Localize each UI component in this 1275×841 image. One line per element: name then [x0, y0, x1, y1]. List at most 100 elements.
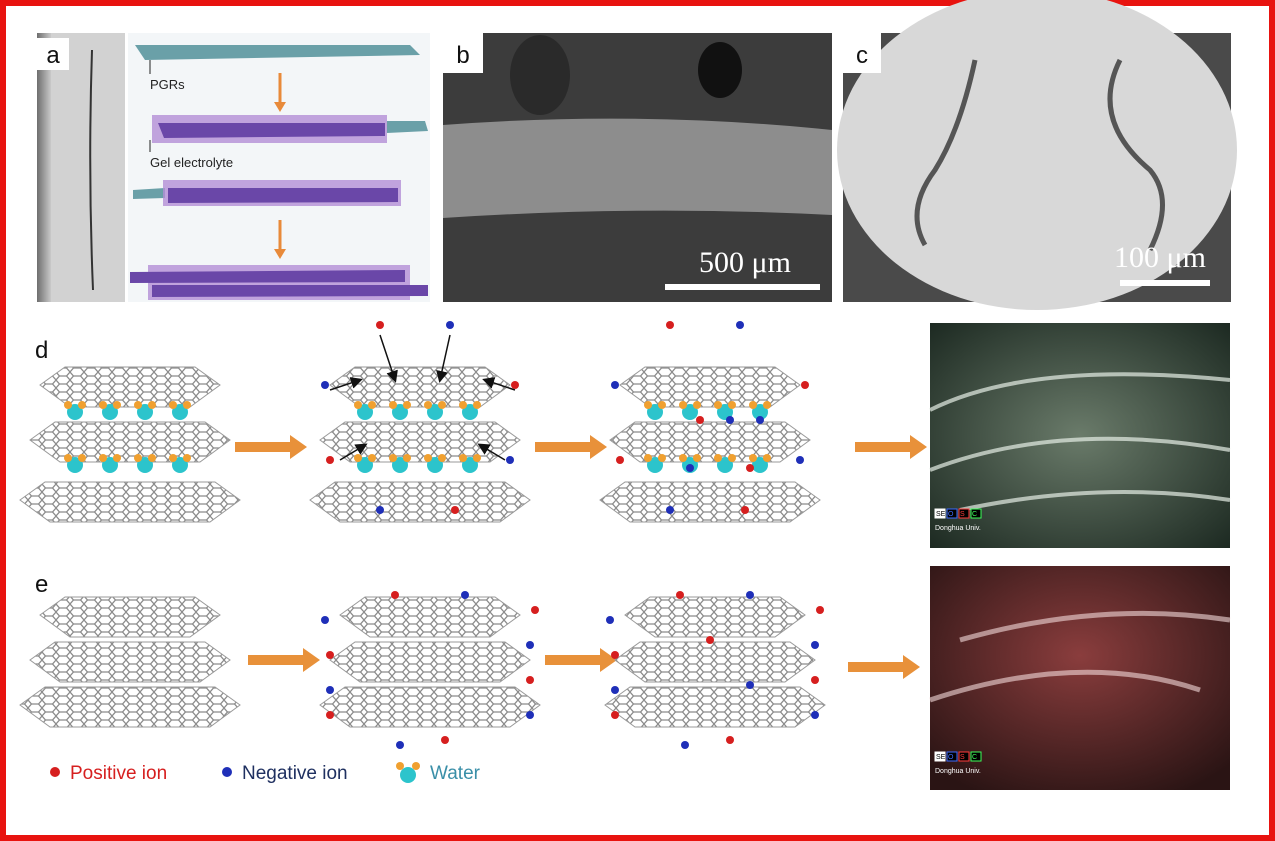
- water: [427, 457, 443, 473]
- pgr: [133, 188, 165, 199]
- water: [728, 401, 736, 409]
- graphene-sheet: [599, 481, 821, 523]
- water: [148, 454, 156, 462]
- eds-key: [934, 508, 946, 519]
- ion: [321, 616, 329, 624]
- ion: [706, 636, 714, 644]
- ion: [506, 456, 514, 464]
- eds-key-label: S: [960, 511, 965, 518]
- water: [728, 454, 736, 462]
- water: [714, 454, 722, 462]
- legend-marker: [396, 762, 404, 770]
- water: [462, 404, 478, 420]
- arrow: [477, 443, 506, 461]
- water: [459, 454, 467, 462]
- eds-key: [970, 751, 982, 762]
- eds-key: [958, 751, 970, 762]
- ion: [741, 506, 749, 514]
- ion: [746, 681, 754, 689]
- scale-bar: [1120, 280, 1210, 286]
- water: [169, 454, 177, 462]
- water: [717, 457, 733, 473]
- ion: [611, 381, 619, 389]
- ion: [681, 741, 689, 749]
- water: [183, 454, 191, 462]
- ion: [736, 321, 744, 329]
- ion: [326, 651, 334, 659]
- graphene-sheet: [609, 421, 811, 463]
- water: [368, 401, 376, 409]
- ion: [666, 321, 674, 329]
- ion: [461, 591, 469, 599]
- ion: [376, 506, 384, 514]
- fiber: [89, 49, 94, 291]
- ion: [446, 321, 454, 329]
- water: [64, 454, 72, 462]
- pgr: [135, 45, 420, 60]
- water: [473, 454, 481, 462]
- water: [717, 404, 733, 420]
- process-arrows: [235, 435, 927, 679]
- eds-key-label: O: [948, 754, 954, 761]
- water: [134, 454, 142, 462]
- ion: [611, 711, 619, 719]
- water: [752, 404, 768, 420]
- water: [134, 401, 142, 409]
- arrow: [379, 334, 398, 383]
- water: [137, 457, 153, 473]
- legend-marker: [222, 767, 232, 777]
- photo: [37, 33, 125, 302]
- ion: [606, 616, 614, 624]
- pore: [698, 42, 742, 98]
- water: [357, 404, 373, 420]
- annotation: Gel electrolyte: [150, 155, 233, 170]
- scale-label: 500 μm: [699, 246, 791, 279]
- scale-bar: [665, 284, 820, 290]
- arrow: [600, 648, 617, 672]
- eds-key: [970, 508, 982, 519]
- water: [658, 401, 666, 409]
- water: [113, 401, 121, 409]
- ion: [811, 676, 819, 684]
- arrow: [848, 662, 903, 672]
- texture: [929, 610, 1231, 703]
- water: [368, 454, 376, 462]
- water: [113, 454, 121, 462]
- arrow: [535, 442, 590, 452]
- water: [169, 401, 177, 409]
- legend-label: Water: [430, 763, 481, 784]
- pgr: [158, 123, 385, 138]
- ion: [391, 591, 399, 599]
- ion: [726, 416, 734, 424]
- arrow: [248, 655, 303, 665]
- ion: [396, 741, 404, 749]
- eds-key-label: C: [972, 754, 977, 761]
- water: [357, 457, 373, 473]
- ion: [526, 711, 534, 719]
- arrow: [274, 102, 286, 112]
- graphene-sheet: [329, 366, 511, 408]
- graphene-sheet: [29, 421, 231, 463]
- arrow: [545, 655, 600, 665]
- water: [403, 454, 411, 462]
- ion: [376, 321, 384, 329]
- eds-key: [958, 508, 970, 519]
- water: [99, 401, 107, 409]
- pgr: [387, 121, 428, 133]
- water: [462, 457, 478, 473]
- water: [679, 454, 687, 462]
- eds-key-label: SE: [936, 754, 946, 761]
- ruler: [37, 33, 51, 302]
- water: [354, 454, 362, 462]
- graphene-stacks: [19, 321, 826, 749]
- ion: [441, 736, 449, 744]
- pgr: [130, 270, 405, 283]
- water: [647, 404, 663, 420]
- water: [473, 401, 481, 409]
- water: [693, 454, 701, 462]
- graphene-sheet: [319, 421, 521, 463]
- graphene-sheet: [619, 366, 801, 408]
- panel-label: a: [46, 42, 60, 69]
- ion: [746, 464, 754, 472]
- ion: [611, 686, 619, 694]
